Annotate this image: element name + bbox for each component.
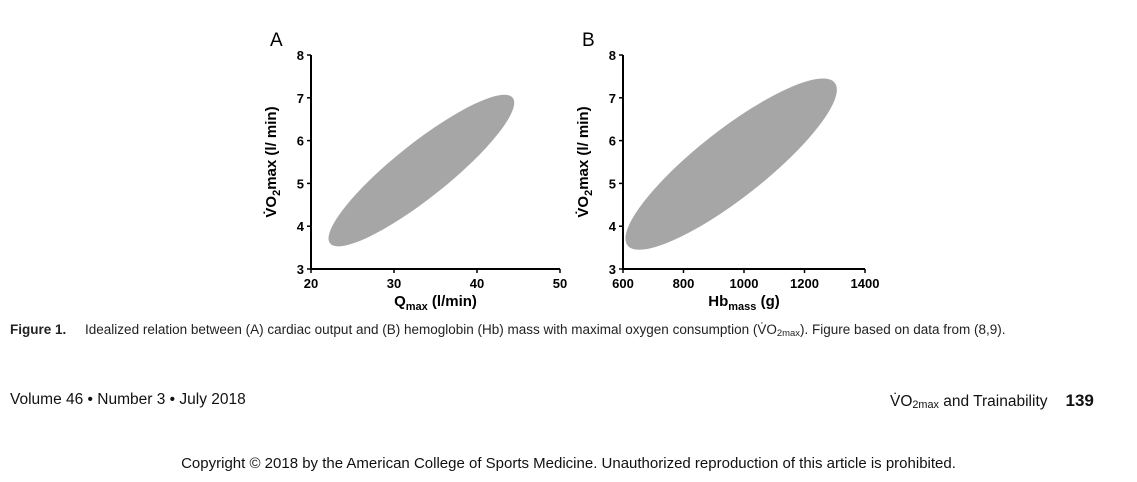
data-ellipse [328,94,515,247]
x-tick-label: 1400 [851,276,880,291]
running-title-rest: and Trainability [938,393,1048,410]
y-tick-label: 7 [609,91,616,106]
chart-panel-b: 3 4 5 6 7 8 600 800 1000 1200 1400 B Hbmass (g) V̇O2m… [575,30,880,313]
x-tick-label: 40 [470,276,484,291]
x-axis-label: Hbmass (g) [708,293,779,313]
y-tick-label: 4 [609,219,617,234]
y-tick-label: 8 [297,48,304,63]
copyright-notice: Copyright © 2018 by the American College… [181,455,956,472]
caption-text-end: ). Figure based on data from (8,9). [799,322,1006,337]
y-tick-label: 6 [297,134,304,149]
panel-label: B [582,30,595,51]
data-ellipse [625,78,837,250]
x-tick-label: 600 [612,276,634,291]
caption-text: Idealized relation between (A) cardiac o… [85,322,777,337]
x-tick-label: 30 [387,276,401,291]
y-tick-label: 7 [297,91,304,106]
figure-caption: Figure 1. Idealized relation between (A)… [10,319,1125,344]
x-tick-label: 1200 [790,276,819,291]
running-title-sub: 2max [912,399,939,411]
caption-subscript: 2max [776,328,800,339]
x-tick-label: 1000 [730,276,759,291]
caption-label: Figure 1. [10,322,67,337]
y-axis-label: V̇O2max (l/ min) [263,106,283,217]
running-title: V̇O2max and Trainability 139 [890,391,1094,411]
y-tick-label: 5 [297,176,304,191]
y-tick-label: 4 [297,219,305,234]
y-tick-label: 3 [609,262,616,277]
x-tick-label: 20 [304,276,318,291]
page-number: 139 [1065,391,1094,410]
x-axis-label: Qmax (l/min) [394,293,477,313]
panel-label: A [270,30,283,51]
y-tick-label: 3 [297,262,304,277]
y-tick-label: 6 [609,134,616,149]
y-axis-label: V̇O2max (l/ min) [575,106,595,217]
figure-charts: 3 4 5 6 7 8 20 30 40 50 A Qmax (l/min) V̇O2max (l/ m… [263,30,880,313]
x-tick-label: 800 [673,276,695,291]
running-title-v: V̇O [890,393,913,410]
chart-panel-a: 3 4 5 6 7 8 20 30 40 50 A Qmax (l/min) V̇O2max (l/ m… [263,30,567,313]
y-tick-label: 5 [609,176,616,191]
x-tick-label: 50 [553,276,567,291]
y-tick-label: 8 [609,48,616,63]
journal-issue: Volume 46 • Number 3 • July 2018 [10,391,246,408]
